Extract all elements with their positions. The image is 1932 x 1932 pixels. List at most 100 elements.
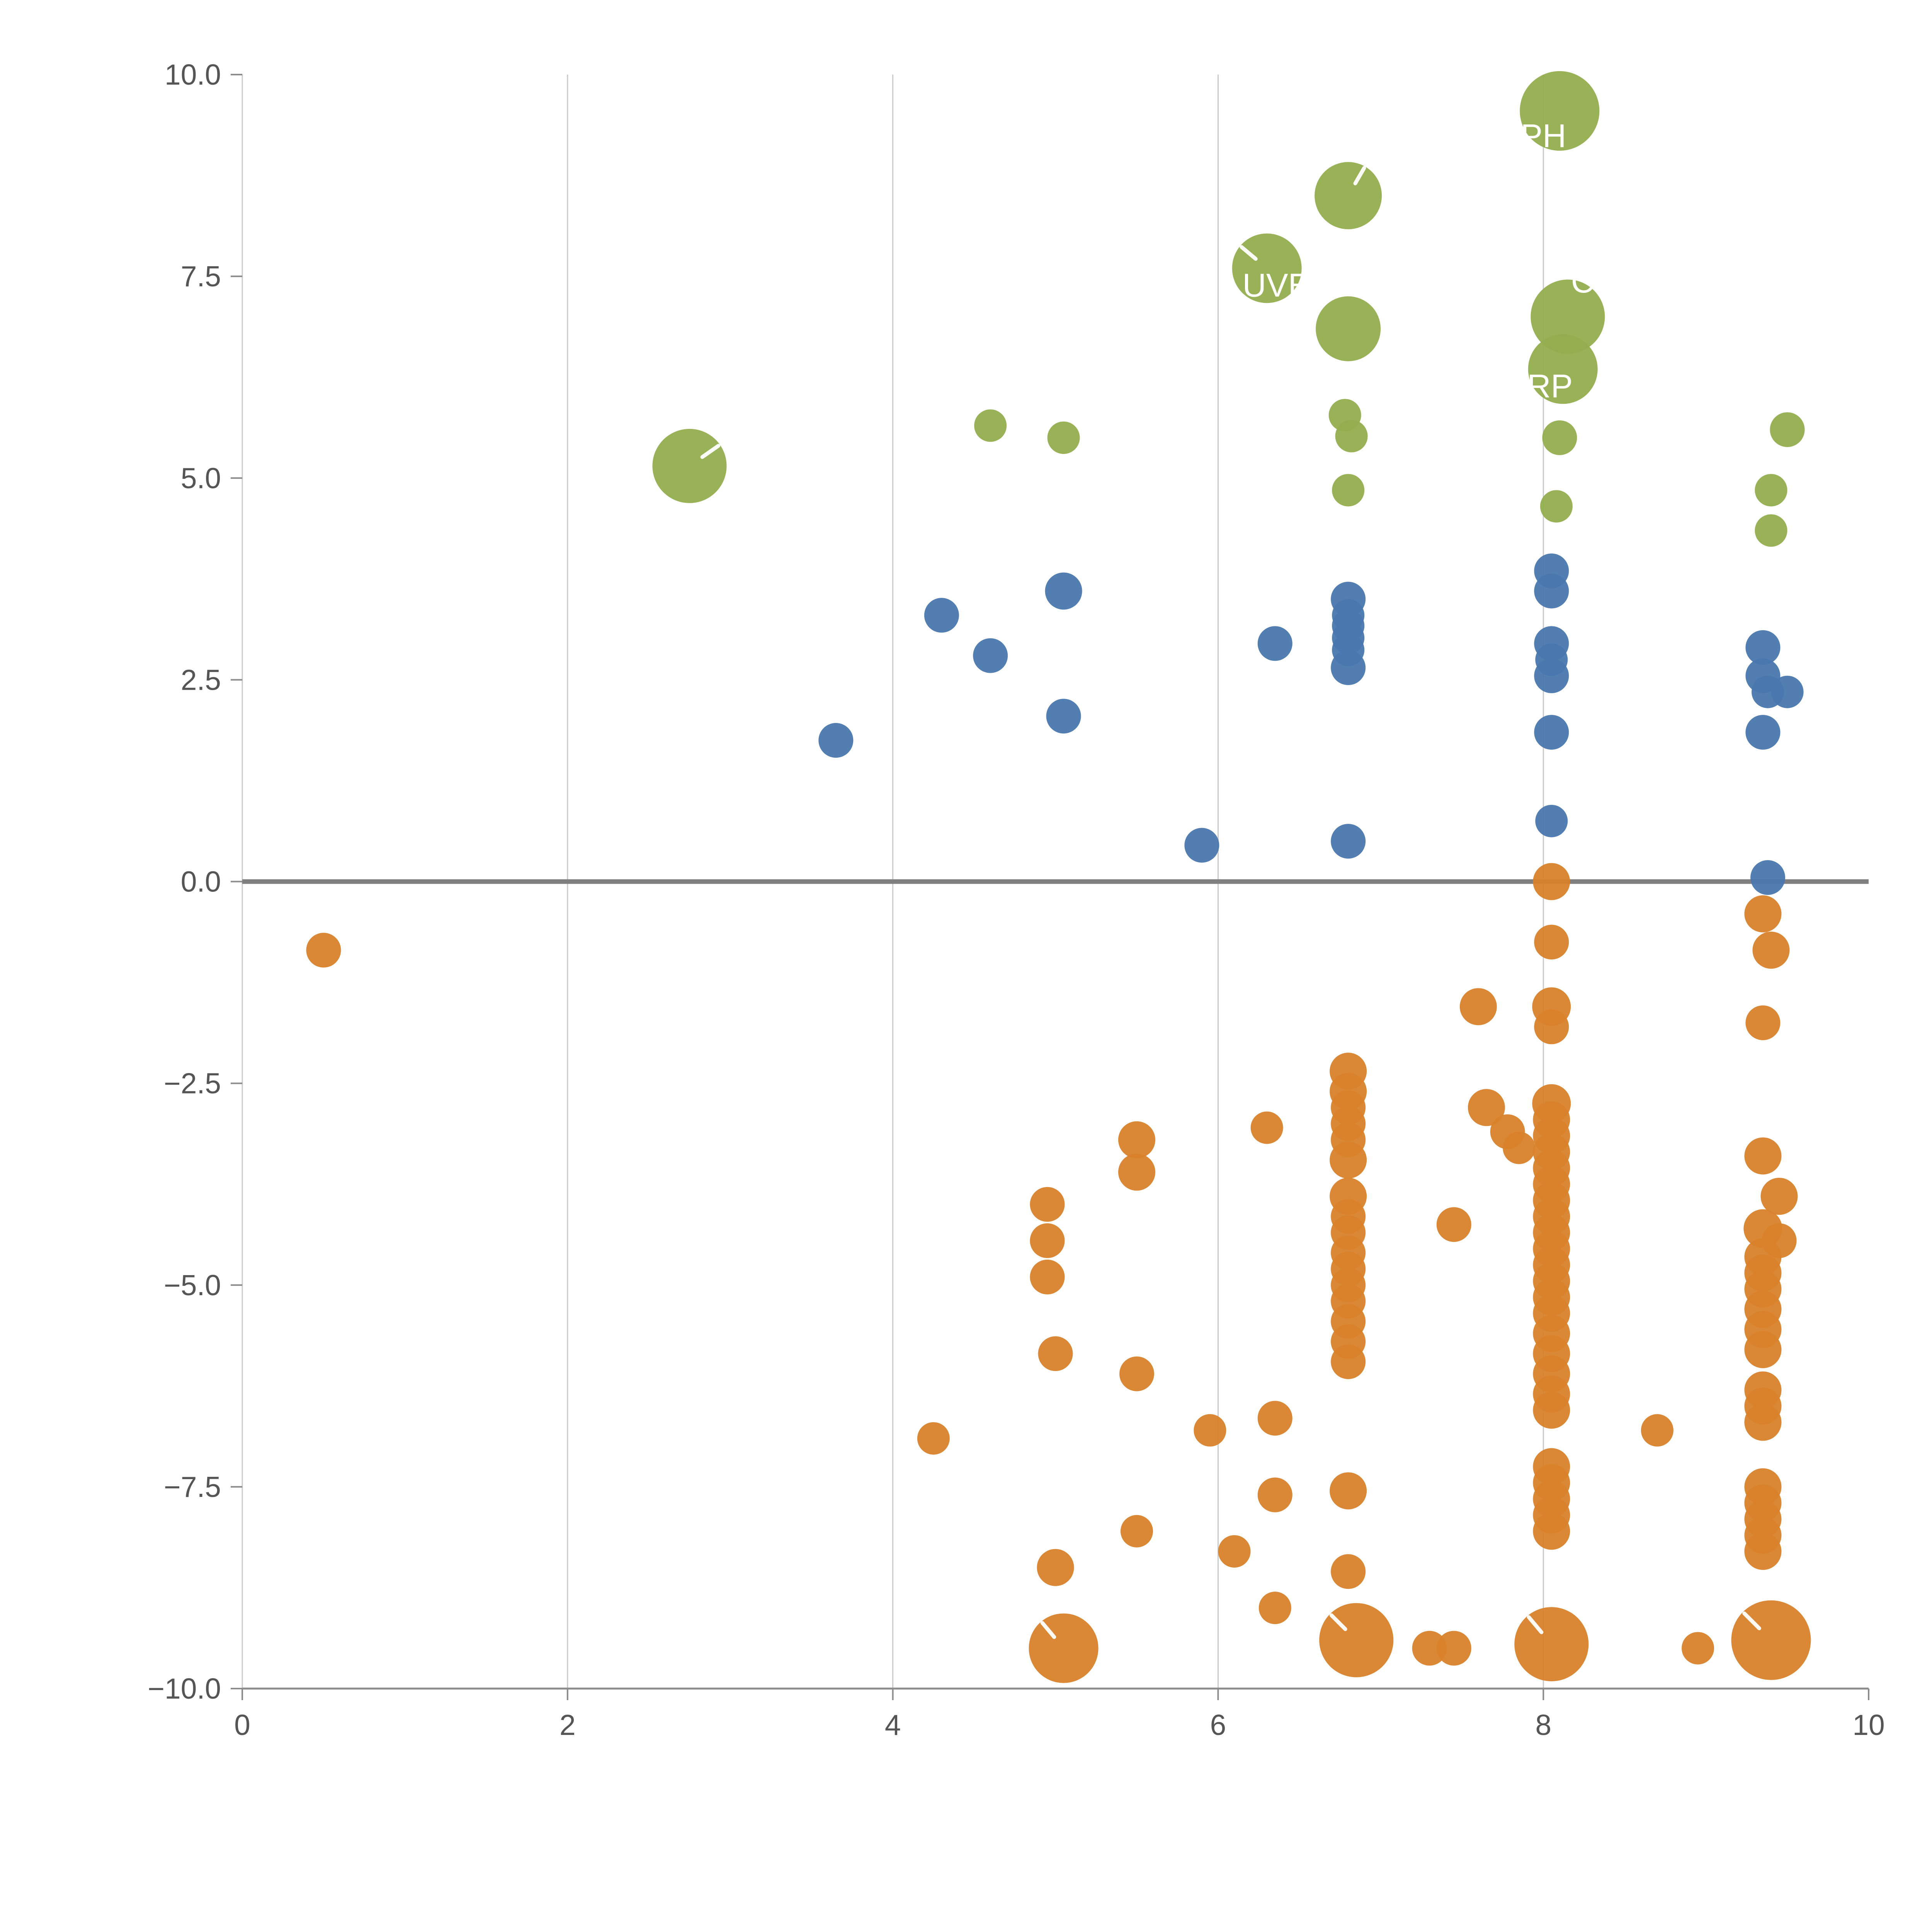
data-point-orange	[1412, 1631, 1447, 1666]
x-tick-label: 6	[1210, 1709, 1226, 1741]
data-point-orange	[1533, 1391, 1570, 1429]
data-point-blue	[973, 638, 1008, 673]
data-point-orange	[1682, 1632, 1714, 1665]
data-point-orange	[917, 1422, 950, 1455]
data-point-orange	[1503, 1131, 1536, 1164]
data-point-orange	[1331, 1554, 1366, 1589]
data-point-orange	[1752, 932, 1790, 969]
data-point-blue	[1535, 804, 1568, 837]
x-tick-label: 8	[1535, 1709, 1551, 1741]
y-tick-label: 7.5	[181, 260, 221, 293]
data-point-orange	[1534, 925, 1569, 960]
data-point-blue	[1046, 699, 1081, 734]
data-point-orange	[1744, 1403, 1782, 1441]
data-point-orange	[1119, 1356, 1154, 1391]
data-point-orange	[1120, 1515, 1153, 1548]
data-point-blue	[1534, 715, 1569, 750]
y-tick-label: −10.0	[148, 1672, 221, 1705]
data-point-green	[1047, 421, 1080, 454]
data-point-blue	[1771, 675, 1804, 708]
bubble-tick-mark	[1329, 1613, 1347, 1631]
x-tick-label: 2	[560, 1709, 576, 1741]
data-point-orange	[1641, 1414, 1673, 1447]
data-point-orange	[1745, 1005, 1781, 1040]
bubble-label-UVE: UVE	[1243, 267, 1310, 304]
data-point-blue	[1534, 573, 1569, 609]
data-point-orange	[1744, 895, 1782, 933]
data-point-green	[1332, 474, 1365, 507]
data-point-orange	[1250, 1111, 1283, 1144]
data-point-green	[1755, 474, 1787, 507]
x-tick-label: 0	[234, 1709, 250, 1741]
y-axis: 10.0 7.5 5.0 2.5 0.0 −2.5 −5.0 −7.5 −10.0	[148, 58, 242, 1705]
data-point-orange	[1330, 1141, 1367, 1179]
data-point-blue	[1745, 630, 1781, 665]
data-point-blue	[1331, 824, 1366, 859]
data-point-orange	[1030, 1259, 1065, 1294]
data-point-orange	[1330, 1472, 1367, 1510]
data-point-orange	[1533, 1512, 1570, 1550]
series-blue	[818, 553, 1804, 895]
series-orange	[306, 863, 1811, 1683]
data-point-green	[1315, 162, 1382, 230]
series-green	[652, 71, 1805, 547]
data-point-orange	[1533, 863, 1570, 900]
x-axis: 0 2 4 6 8 10	[234, 1687, 1885, 1741]
data-point-blue	[1534, 658, 1569, 693]
data-point-orange	[1257, 1401, 1293, 1436]
data-point-orange	[1194, 1414, 1226, 1447]
bubble-label-PH: PH	[1520, 118, 1566, 155]
data-point-green	[1540, 490, 1573, 523]
data-point-orange	[1436, 1631, 1471, 1666]
bubble-label-RP: RP	[1527, 368, 1573, 405]
data-point-green	[1335, 420, 1368, 452]
data-point-green	[1755, 514, 1787, 547]
data-point-orange	[1744, 1532, 1782, 1570]
data-point-blue	[1331, 650, 1366, 685]
data-point-orange	[1744, 1137, 1782, 1175]
data-point-orange	[1436, 1207, 1471, 1242]
data-point-green	[1528, 334, 1598, 404]
data-point-orange	[1257, 1477, 1293, 1512]
data-point-green	[1770, 412, 1805, 447]
data-point-green	[1520, 71, 1600, 151]
data-point-green	[1316, 296, 1381, 361]
y-tick-label: 0.0	[181, 866, 221, 898]
data-point-blue	[1745, 715, 1781, 750]
data-point-green	[1531, 279, 1605, 354]
y-tick-label: −2.5	[164, 1067, 221, 1100]
data-point-orange	[1118, 1121, 1155, 1158]
bubble-labels: PH UVE C RP	[1243, 118, 1595, 405]
data-point-orange	[1030, 1187, 1065, 1222]
data-point-blue	[818, 723, 854, 758]
data-point-green	[1542, 420, 1577, 455]
data-point-blue	[1257, 626, 1293, 661]
data-point-orange	[1218, 1535, 1251, 1568]
data-point-orange	[1118, 1153, 1155, 1191]
data-point-blue	[1184, 828, 1219, 863]
data-point-orange	[1029, 1613, 1099, 1683]
bubble-tick-mark	[1040, 1621, 1056, 1639]
bubble-tick-mark	[1527, 1615, 1544, 1634]
data-point-orange	[1038, 1336, 1073, 1371]
data-point-green	[974, 409, 1007, 442]
data-point-orange	[1331, 1344, 1366, 1379]
data-point-orange	[1760, 1178, 1798, 1215]
y-tick-label: 2.5	[181, 663, 221, 696]
data-point-orange	[1468, 1089, 1505, 1126]
x-tick-label: 4	[885, 1709, 901, 1741]
y-tick-label: −5.0	[164, 1269, 221, 1301]
bubble-tick-mark	[1353, 166, 1366, 185]
data-point-orange	[1030, 1223, 1065, 1258]
bubble-tick-mark	[1240, 245, 1258, 261]
data-point-orange	[1037, 1549, 1074, 1586]
bubble-label-C: C	[1571, 263, 1595, 300]
data-point-orange	[1514, 1607, 1589, 1682]
bubble-ticks	[700, 166, 1761, 1639]
bubble-tick-mark	[1742, 1611, 1761, 1631]
data-point-orange	[1259, 1592, 1291, 1624]
bubble-tick-mark	[700, 444, 721, 459]
data-point-orange	[1459, 988, 1497, 1026]
